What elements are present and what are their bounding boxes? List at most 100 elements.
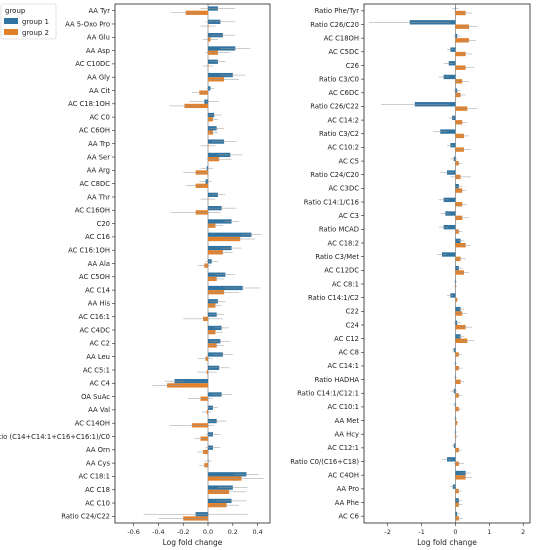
x-tick-label: -0.6: [127, 528, 139, 536]
category-label-ac-c2: AC C2: [89, 340, 110, 348]
category-label-ratio-c14-1-c16: Ratio C14:1/C16: [304, 198, 359, 206]
legend-swatch-group-2: [4, 29, 18, 35]
legend: group group 1 group 2: [0, 3, 57, 40]
plot-frame: [114, 3, 271, 524]
category-label-ac-c14: AC C14: [85, 286, 110, 294]
category-label-aa-val: AA Val: [88, 406, 110, 414]
category-label-c22: C22: [346, 308, 359, 316]
bar-ratio-c3-c2-group-1: [440, 129, 456, 134]
category-label-aa-hcy: AA Hcy: [334, 431, 359, 439]
category-label-aa-thr: AA Thr: [87, 193, 110, 201]
category-label-ratio-mcad: Ratio MCAD: [319, 226, 359, 234]
category-label-ac-c12: AC C12: [334, 335, 359, 343]
bar-ac-c16-group-2: [208, 236, 241, 242]
legend-label-group-2: group 2: [22, 29, 49, 37]
category-label-ac-c8: AC C8: [338, 349, 359, 357]
bar-ratio-mcad-group-1: [443, 224, 456, 230]
category-label-ac-c8-1: AC C8:1: [332, 280, 359, 288]
category-label-ac-c10-2: AC C10:2: [328, 144, 359, 152]
category-label-oa-suac: OA SuAc: [81, 393, 110, 401]
category-label-ratio-c3-met: Ratio C3/Met: [315, 253, 359, 261]
category-label-aa-tyr: AA Tyr: [88, 7, 110, 15]
x-axis-label: Log fold change: [417, 538, 477, 547]
x-tick-label: 0.0: [203, 528, 213, 536]
category-label-ratio-c14-1-c12-1: Ratio C14:1/C12:1: [297, 390, 359, 398]
left-chart-panel: AA Tyr AA 5-Oxo Pro AA Glu AA Asp AC C10DC AA…: [0, 3, 271, 547]
category-label-ratio-c3-c0: Ratio C3/C0: [319, 75, 359, 83]
category-label-ac-c5dc: AC C5DC: [329, 48, 360, 56]
category-label-ac-c14-1: AC C14:1: [328, 362, 359, 370]
category-label-aa-his: AA His: [88, 300, 111, 308]
bar-c20-group-1: [208, 219, 232, 224]
category-label-aa-ser: AA Ser: [87, 153, 110, 161]
category-label-ac-c3dc: AC C3DC: [329, 185, 360, 193]
x-tick-label: -1: [418, 528, 424, 536]
category-label-ac-c8dc: AC C8DC: [80, 180, 111, 188]
category-label-c26: C26: [346, 62, 359, 70]
category-label-aa-cit: AA Cit: [89, 87, 110, 95]
category-label-ac-c4: AC C4: [89, 380, 110, 388]
category-label-ac-c3: AC C3: [338, 212, 359, 220]
category-label-ratio-hadha: Ratio HADHA: [315, 376, 360, 384]
category-label-aa-pro: AA Pro: [337, 485, 359, 493]
category-label-ratio-c3-c2: Ratio C3/C2: [319, 130, 359, 138]
category-label-ac-c12-1: AC C12:1: [328, 444, 359, 452]
legend-swatch-group-1: [4, 18, 18, 24]
category-label-ac-c0: AC C0: [89, 113, 110, 121]
category-label-aa-glu: AA Glu: [87, 34, 110, 42]
category-label-ac-c16oh: AC C16OH: [75, 207, 110, 215]
category-label-c20: C20: [97, 220, 110, 228]
category-label-ac-c5: AC C5: [338, 157, 359, 165]
category-label-ac-c16-1oh: AC C16:1OH: [68, 246, 110, 254]
bar-ratio-c14-1-c16-group-1: [443, 197, 456, 203]
category-label-ac-c6oh: AC C6OH: [79, 127, 110, 135]
legend-title: group: [5, 7, 26, 15]
category-label-aa-5-oxo-pro: AA 5-Oxo Pro: [65, 20, 110, 28]
category-label-ac-c18oh: AC C18OH: [324, 34, 359, 42]
category-label-ac-c4oh: AC C4OH: [328, 471, 359, 479]
x-tick-label: 2: [521, 528, 525, 536]
category-label-ratio-c24-c20: Ratio C24/C20: [310, 171, 359, 179]
legend-label-group-1: group 1: [22, 18, 49, 26]
category-label-aa-trp: AA Trp: [88, 140, 110, 148]
category-label-aa-orn: AA Orn: [86, 446, 110, 454]
x-tick-label: -2: [385, 528, 391, 536]
category-label-aa-phe: AA Phe: [335, 499, 359, 507]
category-label-ac-c14-2: AC C14:2: [328, 116, 359, 124]
category-label-ratio-c0-c16-c18: Ratio C0/(C16+C18): [290, 458, 359, 466]
x-tick-label: 0.4: [253, 528, 263, 536]
x-tick-label: -0.4: [152, 528, 164, 536]
x-axis-label: Log fold change: [163, 538, 223, 547]
category-label-ratio-c24-c22: Ratio C24/C22: [61, 513, 110, 521]
category-label-ratio-phe-tyr: Ratio Phe/Tyr: [315, 7, 360, 15]
category-label-aa-cys: AA Cys: [86, 459, 110, 467]
category-label-ac-c10-1: AC C10:1: [328, 403, 359, 411]
x-tick-label: -0.2: [177, 528, 189, 536]
category-label-ac-c14oh: AC C14OH: [75, 419, 110, 427]
category-label-ac-c6dc: AC C6DC: [329, 89, 360, 97]
right-chart-panel: Ratio Phe/Tyr Ratio C26/C20 AC C18OH AC C5D…: [290, 3, 531, 547]
bar-ratio-c3-c0-group-1: [443, 74, 456, 80]
category-label-ac-c6: AC C6: [338, 512, 359, 520]
bar-ac-c4-group-2: [167, 383, 208, 388]
category-label-aa-arg: AA Arg: [87, 167, 110, 175]
category-label-aa-met: AA Met: [335, 417, 360, 425]
category-label-ac-c10: AC C10: [85, 499, 110, 507]
bar-ac-c18-1-group-1: [208, 472, 247, 477]
plot-frame: [363, 3, 531, 524]
category-label-ac-c4dc: AC C4DC: [80, 326, 111, 334]
category-label-ac-c10dc: AC C10DC: [75, 60, 110, 68]
category-label-ratio-c26-c22: Ratio C26/C22: [310, 103, 359, 111]
category-label-aa-ala: AA Ala: [88, 260, 110, 268]
category-label-ac-c18-1oh: AC C18:1OH: [68, 100, 110, 108]
category-label-ratio-c26-c20: Ratio C26/C20: [310, 21, 359, 29]
category-label-ac-c16: AC C16: [85, 233, 110, 241]
category-label-aa-gly: AA Gly: [87, 73, 110, 81]
category-label-aa-asp: AA Asp: [86, 47, 110, 55]
category-label-aa-leu: AA Leu: [86, 353, 110, 361]
x-tick-label: 0.2: [228, 528, 238, 536]
x-tick-label: 0: [453, 528, 457, 536]
category-label-ratio-c14-c14-1-c16-c16-1-c0: Ratio (C14+C14:1+C16+C16:1)/C0: [0, 433, 110, 441]
category-label-ac-c16-1: AC C16:1: [79, 313, 110, 321]
